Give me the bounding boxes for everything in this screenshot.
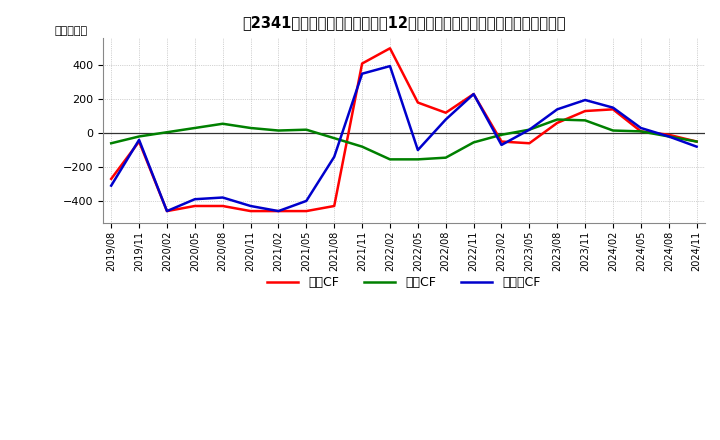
投資CF bbox=[469, 140, 478, 145]
Line: フリーCF: フリーCF bbox=[111, 66, 697, 211]
フリーCF bbox=[330, 154, 338, 159]
投資CF bbox=[135, 134, 143, 139]
営業CF bbox=[608, 106, 617, 112]
営業CF bbox=[498, 139, 506, 144]
フリーCF bbox=[413, 147, 422, 153]
投資CF bbox=[441, 155, 450, 160]
投資CF bbox=[107, 141, 115, 146]
投資CF bbox=[553, 117, 562, 122]
フリーCF bbox=[302, 198, 310, 204]
フリーCF bbox=[693, 144, 701, 149]
営業CF bbox=[553, 120, 562, 125]
フリーCF bbox=[636, 125, 645, 131]
投資CF bbox=[330, 136, 338, 141]
Line: 投資CF: 投資CF bbox=[111, 120, 697, 159]
フリーCF bbox=[469, 92, 478, 97]
投資CF bbox=[413, 157, 422, 162]
投資CF bbox=[386, 157, 395, 162]
Text: （百万円）: （百万円） bbox=[55, 26, 88, 36]
フリーCF bbox=[163, 209, 171, 214]
フリーCF bbox=[107, 183, 115, 188]
投資CF bbox=[302, 127, 310, 132]
営業CF bbox=[218, 203, 227, 209]
営業CF bbox=[107, 176, 115, 182]
投資CF bbox=[218, 121, 227, 126]
営業CF bbox=[330, 203, 338, 209]
営業CF bbox=[525, 141, 534, 146]
営業CF bbox=[135, 139, 143, 144]
投資CF bbox=[608, 128, 617, 133]
フリーCF bbox=[386, 63, 395, 69]
フリーCF bbox=[581, 97, 590, 103]
投資CF bbox=[274, 128, 283, 133]
フリーCF bbox=[246, 203, 255, 209]
フリーCF bbox=[441, 117, 450, 122]
投資CF bbox=[581, 118, 590, 123]
営業CF bbox=[469, 92, 478, 97]
営業CF bbox=[246, 209, 255, 214]
投資CF bbox=[163, 130, 171, 135]
投資CF bbox=[665, 134, 673, 139]
フリーCF bbox=[191, 197, 199, 202]
投資CF bbox=[246, 125, 255, 131]
投資CF bbox=[358, 144, 366, 149]
フリーCF bbox=[135, 137, 143, 143]
投資CF bbox=[191, 125, 199, 131]
投資CF bbox=[525, 127, 534, 132]
営業CF bbox=[302, 209, 310, 214]
投資CF bbox=[693, 139, 701, 144]
営業CF bbox=[636, 129, 645, 134]
営業CF bbox=[665, 132, 673, 137]
営業CF bbox=[358, 61, 366, 66]
フリーCF bbox=[498, 142, 506, 147]
フリーCF bbox=[218, 195, 227, 200]
Legend: 営業CF, 投資CF, フリーCF: 営業CF, 投資CF, フリーCF bbox=[262, 271, 546, 294]
フリーCF bbox=[525, 127, 534, 132]
営業CF bbox=[581, 108, 590, 114]
投資CF bbox=[498, 132, 506, 137]
営業CF bbox=[191, 203, 199, 209]
フリーCF bbox=[665, 134, 673, 139]
営業CF bbox=[693, 139, 701, 144]
フリーCF bbox=[274, 209, 283, 214]
営業CF bbox=[441, 110, 450, 115]
フリーCF bbox=[553, 106, 562, 112]
営業CF bbox=[274, 209, 283, 214]
営業CF bbox=[163, 209, 171, 214]
フリーCF bbox=[358, 71, 366, 77]
Title: 【2341】　キャッシュフローの12か月移動合計の対前年同期増減額の推移: 【2341】 キャッシュフローの12か月移動合計の対前年同期増減額の推移 bbox=[242, 15, 566, 30]
Line: 営業CF: 営業CF bbox=[111, 48, 697, 211]
営業CF bbox=[413, 100, 422, 105]
フリーCF bbox=[608, 105, 617, 110]
投資CF bbox=[636, 129, 645, 134]
営業CF bbox=[386, 46, 395, 51]
